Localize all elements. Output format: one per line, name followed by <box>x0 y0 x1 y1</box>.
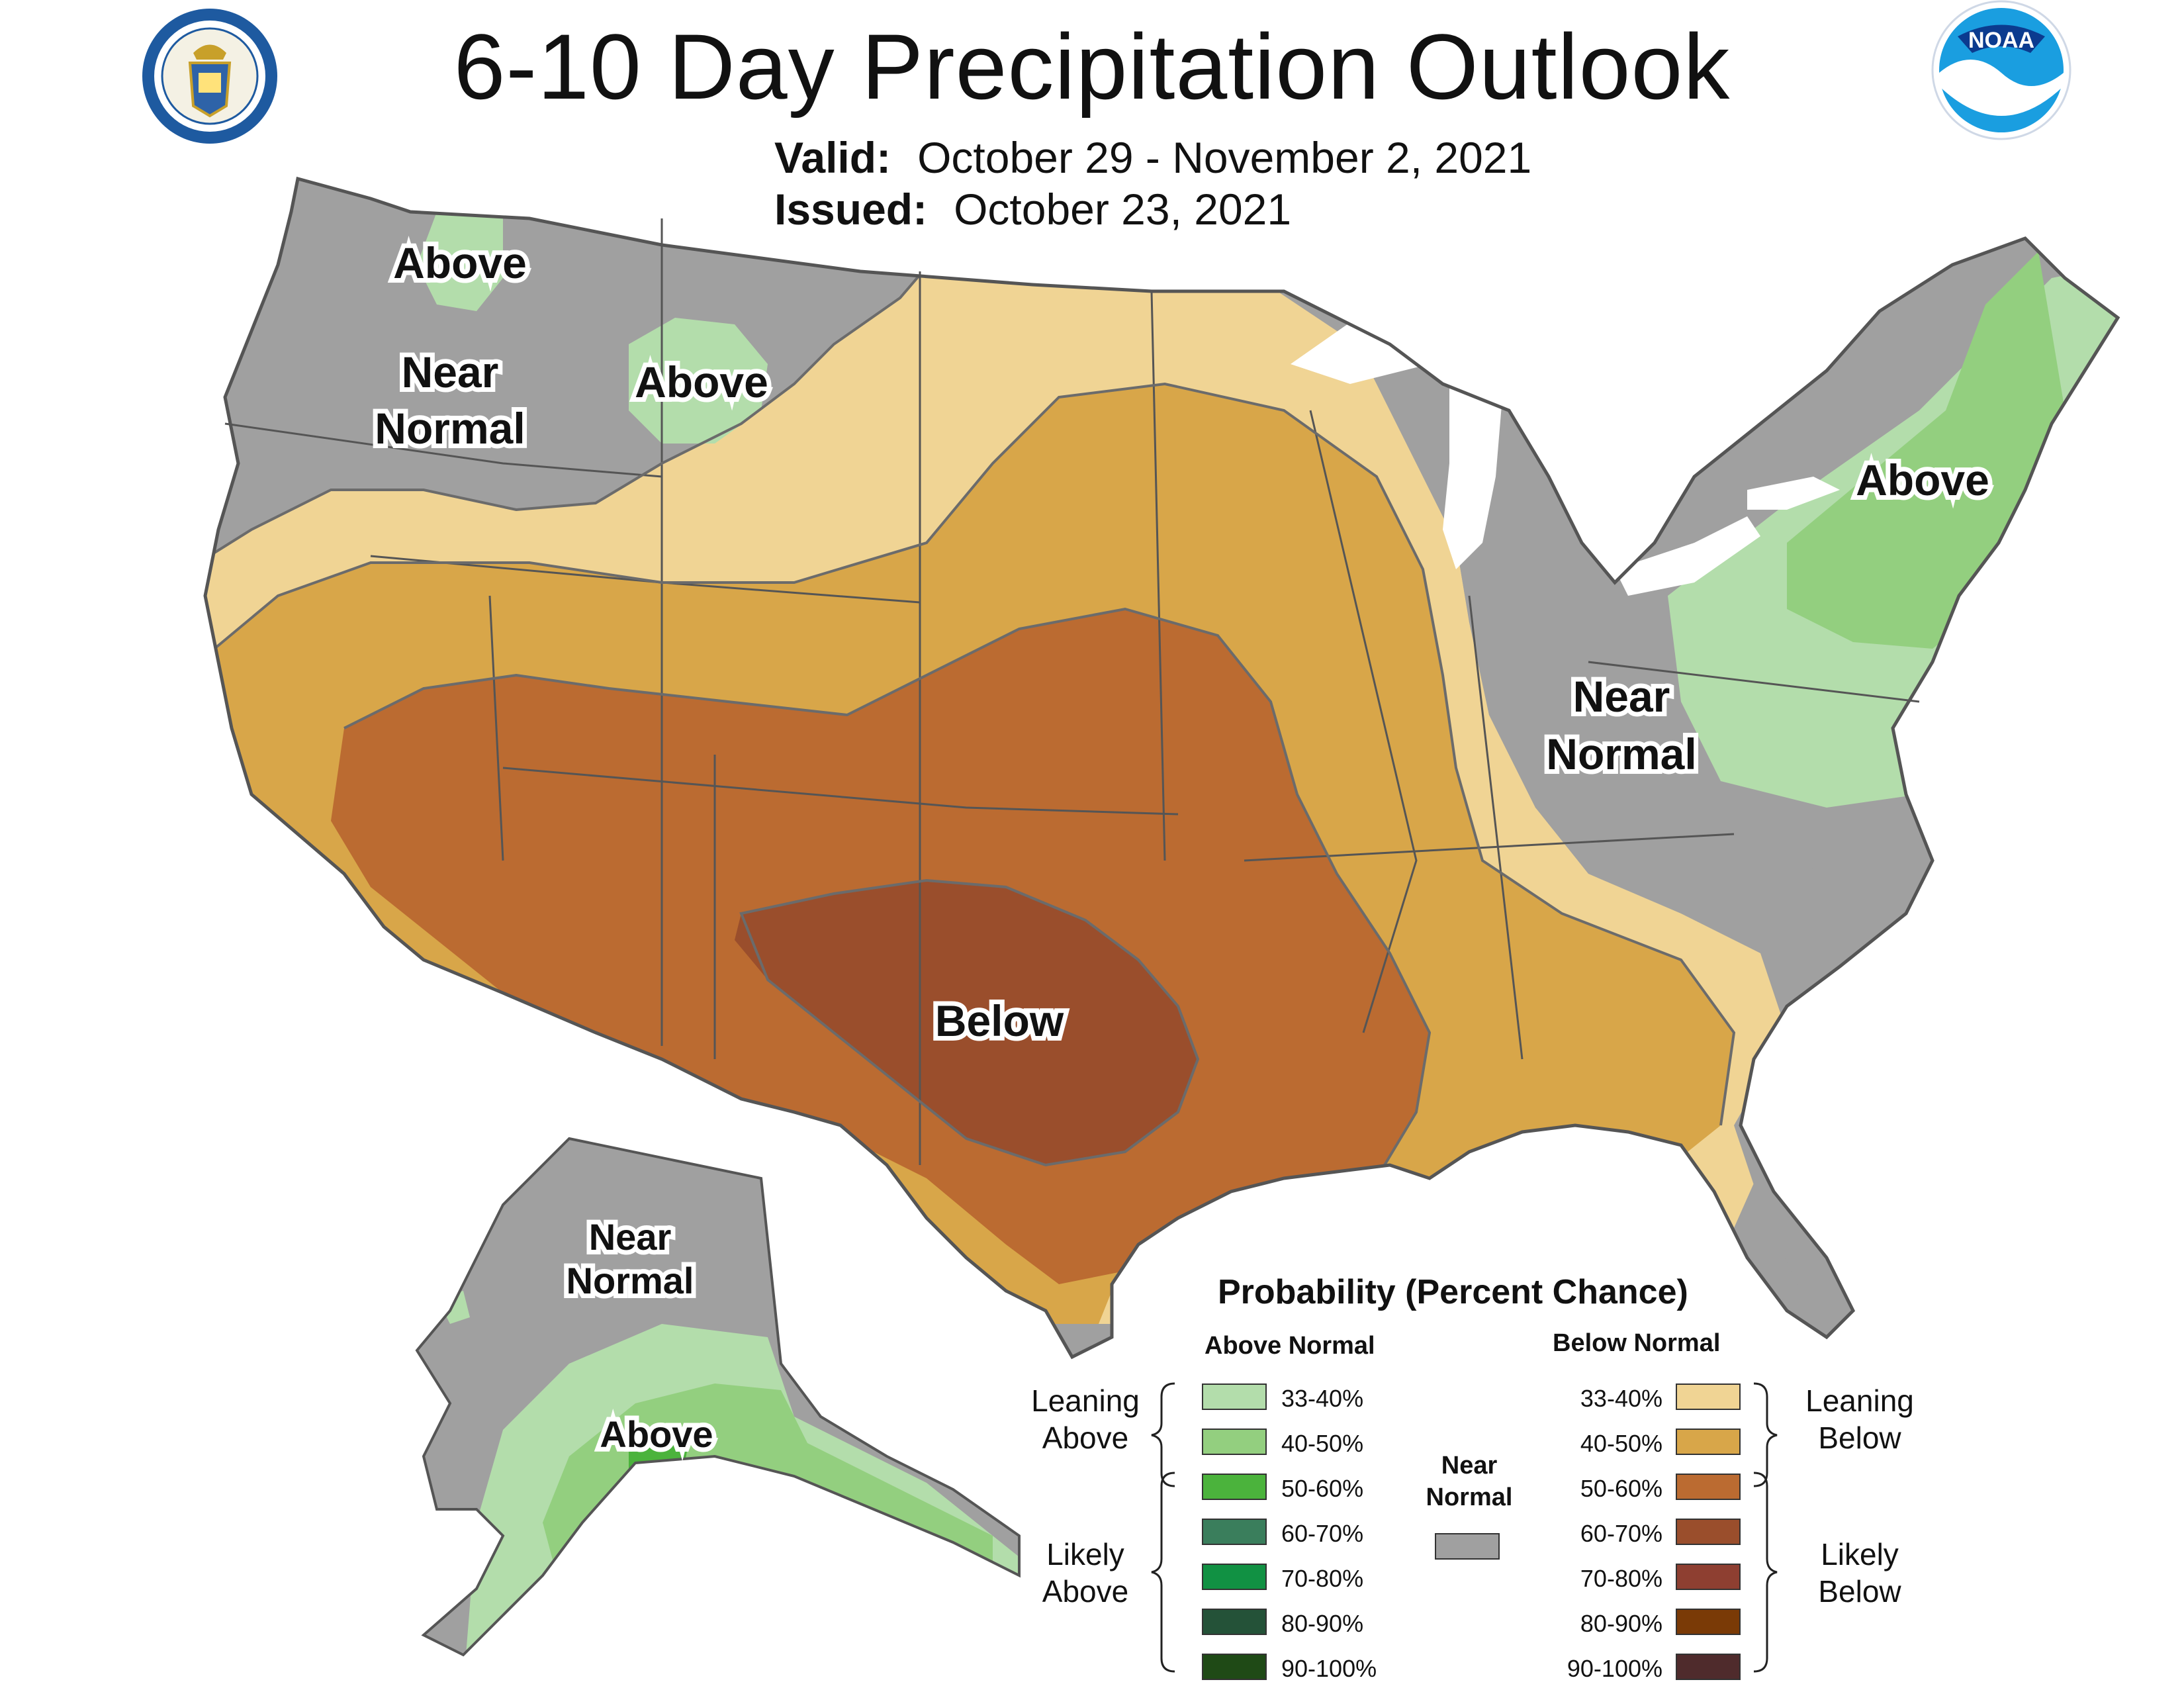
legend-label-below-60-70%: 60-70% <box>1580 1520 1662 1547</box>
issued-value: October 23, 2021 <box>954 185 1292 234</box>
label-near-normal-ak-2: Normal <box>567 1260 694 1301</box>
likely-below-line2: Below <box>1818 1574 1901 1609</box>
region-outlines <box>205 250 1736 1180</box>
great-lakes <box>1291 285 1840 596</box>
legend-likely-below: Likely Below <box>1787 1536 1933 1610</box>
label-above-wa: Above <box>393 238 527 287</box>
legend-swatch-above-60-70% <box>1202 1519 1267 1545</box>
legend-label-above-33-40%: 33-40% <box>1281 1385 1364 1412</box>
contour-line <box>205 382 1736 1126</box>
boundary-line <box>224 422 662 478</box>
map-labels: Above Near Normal Above Above Near Norma… <box>370 234 1994 1460</box>
legend-swatch-above-50-60% <box>1202 1474 1267 1500</box>
valid-label: Valid: <box>774 133 891 182</box>
leaning-above-line2: Above <box>1042 1421 1129 1455</box>
likely-above-line1: Likely <box>1046 1537 1124 1571</box>
legend-label-above-60-70%: 60-70% <box>1281 1520 1364 1547</box>
legend-label-above-50-60%: 50-60% <box>1281 1475 1364 1502</box>
valid-dates: Valid: October 29 - November 2, 2021 <box>774 132 1531 183</box>
boundary-line <box>488 595 504 861</box>
label-above-mt: Above <box>635 357 768 406</box>
label-near-normal-nw-1: Near <box>402 348 499 397</box>
legend-label-below-70-80%: 70-80% <box>1580 1565 1662 1592</box>
noaa-logo: NOAA <box>1931 0 2071 140</box>
legend-swatch-below-80-90% <box>1676 1609 1741 1635</box>
legend-label-below-40-50%: 40-50% <box>1580 1430 1662 1457</box>
lake-ontario <box>1747 477 1840 510</box>
label-near-normal-oh-2: Normal <box>1546 729 1696 778</box>
boundary-line <box>502 767 1179 816</box>
legend-label-below-80-90%: 80-90% <box>1580 1610 1662 1637</box>
legend-swatch-below-40-50% <box>1676 1429 1741 1455</box>
boundary-line <box>1468 595 1524 1060</box>
legend-label-below-50-60%: 50-60% <box>1580 1475 1662 1502</box>
region-above-washington <box>417 192 503 311</box>
lake-erie <box>1615 516 1760 596</box>
bracket-likely-below <box>1753 1472 1778 1673</box>
leaning-below-line1: Leaning <box>1805 1383 1914 1418</box>
legend-above-header: Above Normal <box>1205 1332 1375 1360</box>
legend-swatch-above-40-50% <box>1202 1429 1267 1455</box>
department-of-commerce-seal <box>142 9 277 144</box>
lake-michigan <box>1443 371 1502 569</box>
label-above-ak: Above <box>600 1413 713 1455</box>
legend-swatch-below-70-80% <box>1676 1564 1741 1590</box>
lake-superior <box>1291 285 1522 384</box>
svg-text:NOAA: NOAA <box>1968 28 2034 53</box>
legend-leaning-above: Leaning Above <box>1019 1382 1152 1456</box>
near-normal-line1: Near <box>1441 1452 1498 1479</box>
label-above-ne: Above <box>1856 455 1989 504</box>
valid-value: October 29 - November 2, 2021 <box>917 133 1532 182</box>
issued-label: Issued: <box>774 185 928 234</box>
leaning-above-line1: Leaning <box>1031 1383 1140 1418</box>
boundary-line <box>1309 410 1418 1033</box>
region-below-60-70 <box>735 880 1198 1165</box>
issued-date: Issued: October 23, 2021 <box>774 184 1291 234</box>
legend-leaning-below: Leaning Below <box>1787 1382 1933 1456</box>
contour-line <box>739 878 1200 1167</box>
legend-swatch-below-90-100% <box>1676 1654 1741 1680</box>
leaning-below-line2: Below <box>1818 1421 1901 1455</box>
legend-likely-above: Likely Above <box>1019 1536 1152 1610</box>
legend-near-normal: Near Normal <box>1403 1450 1535 1513</box>
legend-label-below-33-40%: 33-40% <box>1580 1385 1662 1412</box>
bracket-likely-above <box>1151 1472 1175 1673</box>
legend-label-above-80-90%: 80-90% <box>1281 1610 1364 1637</box>
boundary-line <box>1244 833 1735 862</box>
bracket-leaning-below <box>1753 1382 1778 1487</box>
legend-swatch-below-50-60% <box>1676 1474 1741 1500</box>
legend-title: Probability (Percent Chance) <box>1218 1273 1688 1311</box>
label-near-normal-ak-1: Near <box>589 1216 672 1258</box>
legend-brackets <box>1151 1382 1778 1673</box>
legend-label-below-90-100%: 90-100% <box>1567 1655 1662 1682</box>
label-near-normal-nw-2: Normal <box>375 404 525 453</box>
legend-below-header: Below Normal <box>1553 1329 1721 1357</box>
near-normal-line2: Normal <box>1426 1483 1513 1511</box>
likely-below-line1: Likely <box>1821 1537 1899 1571</box>
legend-swatch-above-90-100% <box>1202 1654 1267 1680</box>
legend-swatch-below-60-70% <box>1676 1519 1741 1545</box>
contour-line <box>343 607 1432 1180</box>
lake-huron <box>1542 357 1668 530</box>
boundary-line <box>1588 661 1920 703</box>
legend-swatch-below-33-40% <box>1676 1383 1741 1410</box>
legend-swatch-above-80-90% <box>1202 1609 1267 1635</box>
legend-swatch-near-normal <box>1435 1533 1500 1560</box>
label-below-tx: Below <box>935 996 1064 1045</box>
page-title: 6-10 Day Precipitation Outlook <box>453 15 1731 118</box>
bracket-leaning-above <box>1151 1382 1175 1487</box>
label-near-normal-oh-1: Near <box>1573 672 1670 721</box>
contour-line <box>205 250 941 564</box>
legend-label-above-40-50%: 40-50% <box>1281 1430 1364 1457</box>
legend-swatch-above-70-80% <box>1202 1564 1267 1590</box>
legend-swatch-above-33-40% <box>1202 1383 1267 1410</box>
legend-label-above-70-80%: 70-80% <box>1281 1565 1364 1592</box>
region-above-montana <box>629 318 768 444</box>
likely-above-line2: Above <box>1042 1574 1129 1609</box>
legend-label-above-90-100%: 90-100% <box>1281 1655 1377 1682</box>
